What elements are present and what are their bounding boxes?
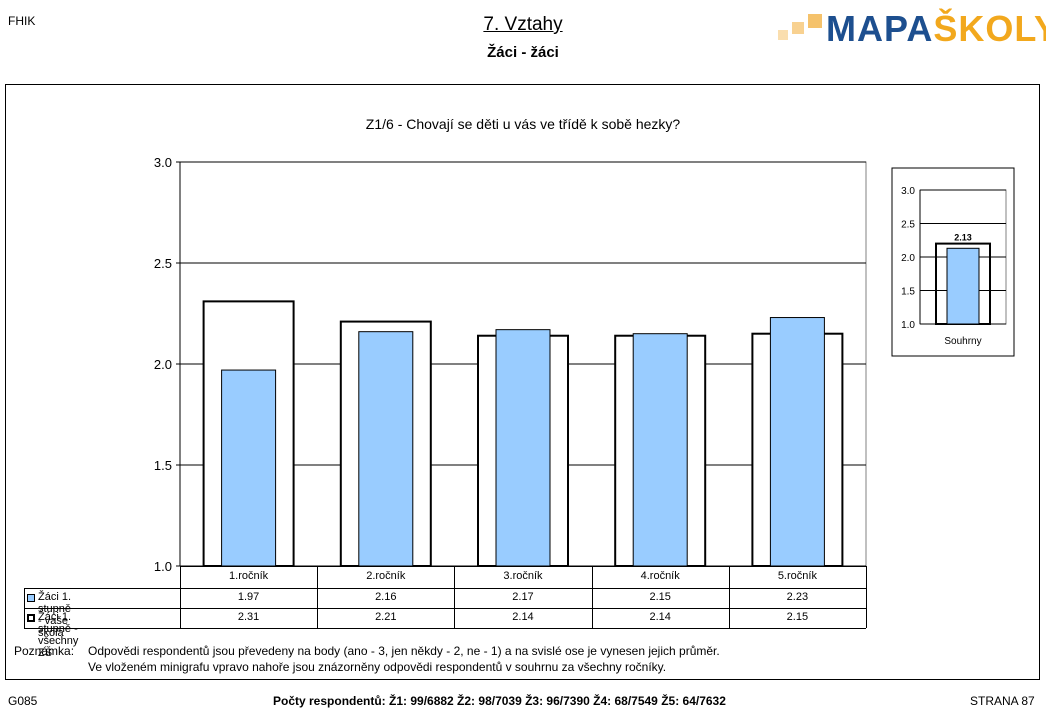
legend-filled-swatch bbox=[27, 594, 35, 602]
note-label: Poznámka: bbox=[14, 644, 75, 658]
page-subtitle: Žáci - žáci bbox=[487, 44, 559, 61]
logo-text: MAPAŠKOLY bbox=[826, 8, 1046, 49]
bar-your-school bbox=[221, 369, 277, 567]
mini-y-tick-label: 3.0 bbox=[901, 186, 915, 197]
mini-data-label: 2.13 bbox=[954, 233, 972, 243]
category-label: 4.ročník bbox=[640, 570, 680, 582]
mini-y-tick-label: 1.0 bbox=[901, 320, 915, 331]
table-value: 2.21 bbox=[375, 611, 397, 623]
y-tick-label: 1.5 bbox=[154, 458, 172, 473]
mapa-skoly-logo: MAPAŠKOLY bbox=[778, 8, 1046, 49]
table-rule bbox=[24, 628, 866, 629]
mini-y-tick-label: 2.5 bbox=[901, 220, 915, 231]
mini-y-tick-label: 1.5 bbox=[901, 287, 915, 298]
legend-outline-swatch bbox=[27, 614, 35, 622]
series-name: Žáci 1. stupně - vaše škola bbox=[38, 591, 72, 639]
table-rule bbox=[180, 566, 866, 567]
logo-square-icon bbox=[808, 14, 822, 28]
mini-bar-your-school bbox=[946, 247, 980, 325]
bar-your-school bbox=[632, 333, 688, 567]
bar-your-school bbox=[495, 329, 551, 567]
table-value: 2.17 bbox=[512, 591, 534, 603]
table-value: 2.15 bbox=[649, 591, 671, 603]
table-rule bbox=[728, 566, 730, 628]
page-title: 7. Vztahy bbox=[483, 14, 563, 35]
table-rule bbox=[24, 588, 866, 589]
mini-y-tick-label: 2.0 bbox=[901, 253, 915, 264]
bar-your-school bbox=[358, 331, 414, 567]
chart-title: Z1/6 - Chovají se děti u vás ve třídě k … bbox=[365, 116, 681, 132]
school-code: FHIK bbox=[8, 14, 36, 28]
y-tick-label: 2.0 bbox=[154, 357, 172, 372]
series-name: Žáci 1. stupně - všechny ZŠ bbox=[38, 611, 79, 659]
y-tick-label: 3.0 bbox=[154, 155, 172, 170]
page-number: STRANA 87 bbox=[970, 694, 1035, 708]
table-value: 2.23 bbox=[786, 591, 809, 603]
table-value: 2.14 bbox=[649, 611, 671, 623]
footer-code: G085 bbox=[8, 694, 38, 708]
y-tick-label: 2.5 bbox=[154, 256, 172, 271]
respondent-counts: Počty respondentů: Ž1: 99/6882 Ž2: 98/70… bbox=[273, 694, 726, 708]
table-value: 2.16 bbox=[375, 591, 397, 603]
table-rule bbox=[24, 608, 866, 609]
category-label: 5.ročník bbox=[777, 570, 817, 582]
note-line: Ve vloženém minigrafu vpravo nahoře jsou… bbox=[88, 660, 667, 674]
table-rule bbox=[591, 566, 593, 628]
table-rule bbox=[454, 566, 456, 628]
table-rule bbox=[24, 588, 25, 628]
mini-category-label: Souhrny bbox=[944, 336, 981, 347]
table-value: 1.97 bbox=[237, 591, 260, 603]
category-label: 2.ročník bbox=[366, 570, 406, 582]
logo-square-icon bbox=[792, 22, 804, 34]
y-tick-label: 1.0 bbox=[154, 559, 172, 574]
logo-square-icon bbox=[778, 30, 788, 40]
table-rule bbox=[317, 566, 319, 628]
table-rule bbox=[180, 566, 181, 628]
table-value: 2.15 bbox=[786, 611, 809, 623]
table-value: 2.14 bbox=[512, 611, 534, 623]
table-rule bbox=[866, 566, 867, 628]
note-line: Odpovědi respondentů jsou převedeny na b… bbox=[88, 644, 720, 658]
category-label: 1.ročník bbox=[229, 570, 269, 582]
chart-frame bbox=[5, 84, 1040, 680]
table-value: 2.31 bbox=[237, 611, 260, 623]
category-label: 3.ročník bbox=[503, 570, 543, 582]
